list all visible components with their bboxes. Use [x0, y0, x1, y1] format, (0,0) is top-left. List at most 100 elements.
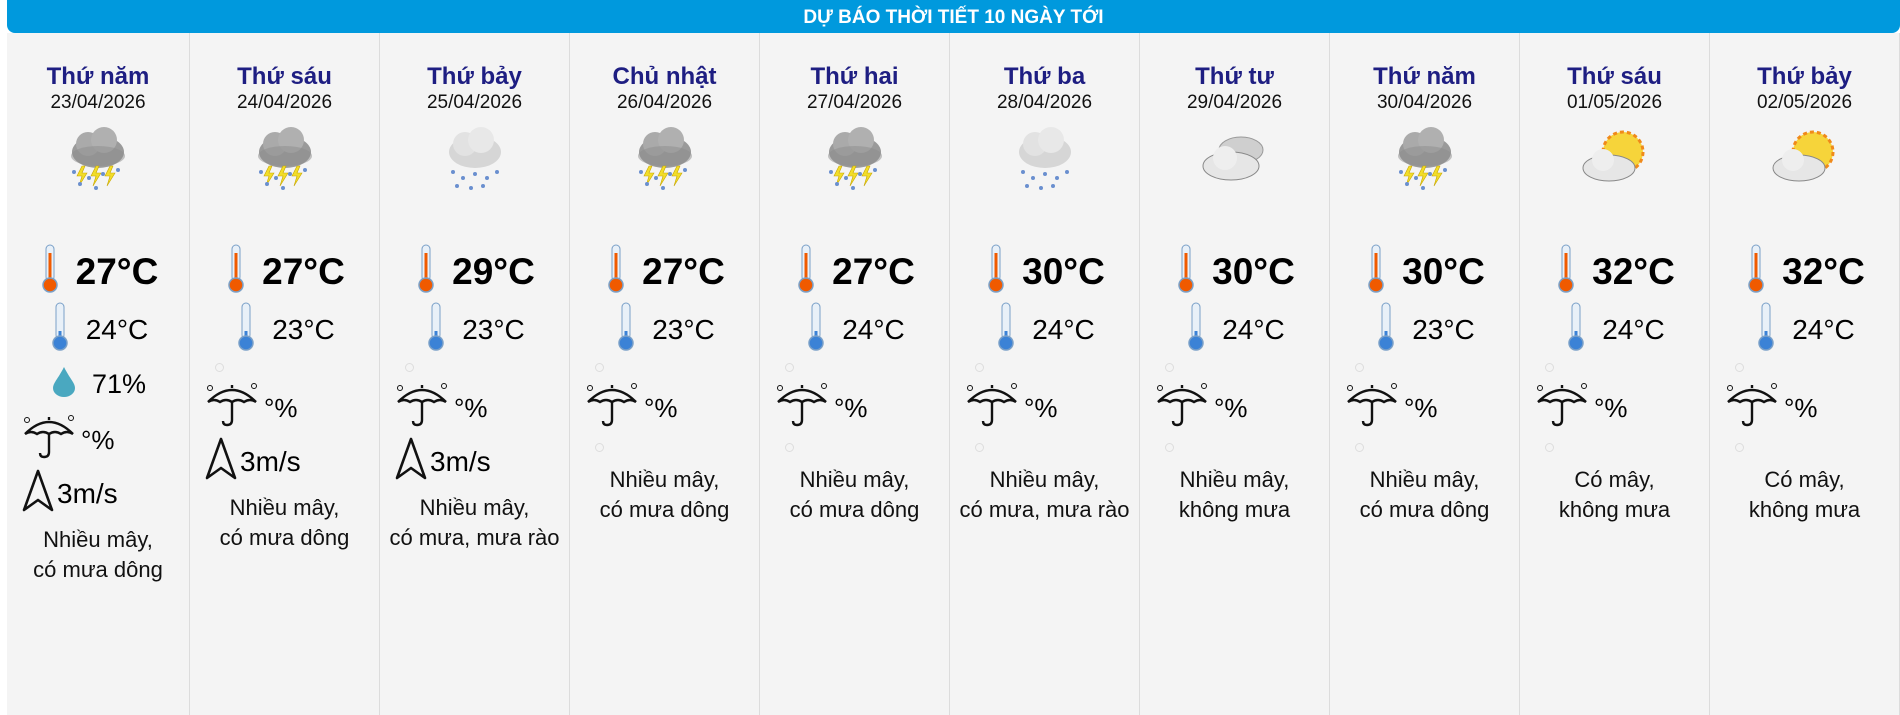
description-line: Nhiều mây,: [43, 527, 153, 552]
humidity-placeholder: [1710, 357, 1900, 379]
placeholder-dot-icon: [975, 443, 984, 452]
rain-icon: [950, 122, 1139, 202]
humidity-placeholder: [570, 357, 775, 379]
rain-icon: [380, 122, 569, 202]
humidity-placeholder: [1140, 357, 1345, 379]
thermometer-cold-icon: [234, 301, 258, 358]
rain-chance: °%: [264, 392, 298, 423]
thermometer-hot-icon: [1174, 243, 1198, 302]
thunderstorm-icon: [760, 122, 949, 202]
umbrella-rain-icon: [774, 380, 830, 437]
rain-chance: °%: [1024, 392, 1058, 423]
thermometer-hot-icon: [1554, 243, 1578, 302]
rain-chance: °%: [1214, 392, 1248, 423]
thermometer-cold-icon: [614, 301, 638, 358]
rain-chance-row: °%: [760, 379, 949, 437]
placeholder-dot-icon: [1355, 443, 1364, 452]
thermometer-hot-icon: [414, 243, 438, 302]
placeholder-dot-icon: [1165, 443, 1174, 452]
max-temp-row: 30°C: [1140, 242, 1329, 302]
rain-chance-row: °%: [1520, 379, 1709, 437]
humidity-placeholder: [1520, 357, 1725, 379]
wind-speed: 3m/s: [57, 478, 118, 509]
rain-chance-row: °%: [7, 411, 189, 469]
placeholder-dot-icon: [595, 443, 604, 452]
min-temp: 23°C: [272, 313, 335, 345]
description-line: Nhiều mây,: [989, 467, 1100, 492]
day-name: Thứ sáu: [237, 63, 332, 90]
weather-description: Có mây, không mưa: [1710, 465, 1899, 525]
umbrella-rain-icon: [584, 380, 640, 437]
day-column: Chủ nhật 26/04/2026 27°C 23°C °% Nhiều mây, có…: [570, 33, 760, 715]
day-name: Thứ năm: [46, 63, 150, 90]
placeholder-dot-icon: [1545, 443, 1554, 452]
day-name: Thứ ba: [1003, 63, 1086, 90]
wind-row: 3m/s: [190, 437, 379, 487]
placeholder-dot-icon: [1735, 363, 1744, 372]
day-name: Thứ bảy: [427, 63, 522, 90]
min-temp-row: 24°C: [1140, 302, 1329, 357]
day-column: Thứ bảy 02/05/2026 32°C 24°C °% Có mây, không …: [1710, 33, 1900, 715]
max-temp-row: 32°C: [1520, 242, 1709, 302]
humidity-placeholder: [380, 357, 585, 379]
umbrella-rain-icon: [1534, 380, 1590, 437]
max-temp-row: 27°C: [570, 242, 759, 302]
min-temp: 24°C: [85, 313, 149, 345]
umbrella-rain-icon: [1724, 380, 1780, 437]
description-line: có mưa dông: [33, 557, 163, 582]
placeholder-dot-icon: [1355, 363, 1364, 372]
weather-description: Có mây, không mưa: [1520, 465, 1709, 525]
day-name: Thứ sáu: [1567, 63, 1662, 90]
description-line: có mưa dông: [219, 525, 350, 550]
weather-description: Nhiều mây, không mưa: [1140, 465, 1329, 525]
description-line: có mưa, mưa rào: [389, 525, 560, 550]
day-column: Thứ sáu 24/04/2026 27°C 23°C °% 3m/s Nhiều mây…: [190, 33, 380, 715]
weather-description: Nhiều mây, có mưa, mưa rào: [950, 465, 1139, 525]
min-temp: 24°C: [1792, 313, 1855, 345]
min-temp-row: 24°C: [950, 302, 1139, 357]
umbrella-rain-icon: [21, 412, 77, 469]
description-line: không mưa: [1178, 497, 1291, 522]
day-name: Thứ bảy: [1757, 63, 1852, 90]
max-temp-row: 29°C: [380, 242, 569, 302]
min-temp-row: 24°C: [7, 302, 189, 357]
day-date: 02/05/2026: [1756, 92, 1853, 113]
description-line: Nhiều mây,: [419, 495, 530, 520]
wind-placeholder: [1330, 437, 1535, 459]
min-temp-row: 23°C: [190, 302, 379, 357]
rain-chance: °%: [1594, 392, 1628, 423]
cloudy-icon: [1140, 122, 1329, 202]
thunderstorm-icon: [570, 122, 759, 202]
thermometer-cold-icon: [1754, 301, 1778, 358]
day-date: 01/05/2026: [1566, 92, 1663, 113]
day-name: Thứ hai: [810, 63, 899, 90]
day-date: 25/04/2026: [426, 92, 523, 113]
partly-cloudy-icon: [1710, 122, 1899, 202]
wind-direction-arrow-icon: [394, 436, 428, 489]
humidity-placeholder: [1330, 357, 1535, 379]
rain-chance: °%: [81, 424, 115, 455]
rain-chance-row: °%: [1330, 379, 1519, 437]
description-line: không mưa: [1748, 497, 1861, 522]
description-line: có mưa dông: [1359, 497, 1490, 522]
day-date: 30/04/2026: [1376, 92, 1473, 113]
thermometer-hot-icon: [1364, 243, 1388, 302]
thermometer-cold-icon: [804, 301, 828, 358]
placeholder-dot-icon: [785, 363, 794, 372]
day-column: Thứ tư 29/04/2026 30°C 24°C °% Nhiều mây, khôn…: [1140, 33, 1330, 715]
min-temp-row: 23°C: [380, 302, 569, 357]
min-temp-row: 24°C: [760, 302, 949, 357]
day-column: Thứ hai 27/04/2026 27°C 24°C °% Nhiều mây, có …: [760, 33, 950, 715]
umbrella-rain-icon: [1154, 380, 1210, 437]
max-temp-row: 30°C: [1330, 242, 1519, 302]
umbrella-rain-icon: [964, 380, 1020, 437]
min-temp-row: 23°C: [570, 302, 759, 357]
thermometer-cold-icon: [1374, 301, 1398, 358]
wind-placeholder: [1710, 437, 1900, 459]
description-line: Nhiều mây,: [799, 467, 910, 492]
placeholder-dot-icon: [1165, 363, 1174, 372]
thunderstorm-icon: [1330, 122, 1519, 202]
max-temp: 32°C: [1782, 251, 1865, 292]
humidity-placeholder: [760, 357, 965, 379]
thermometer-cold-icon: [424, 301, 448, 358]
